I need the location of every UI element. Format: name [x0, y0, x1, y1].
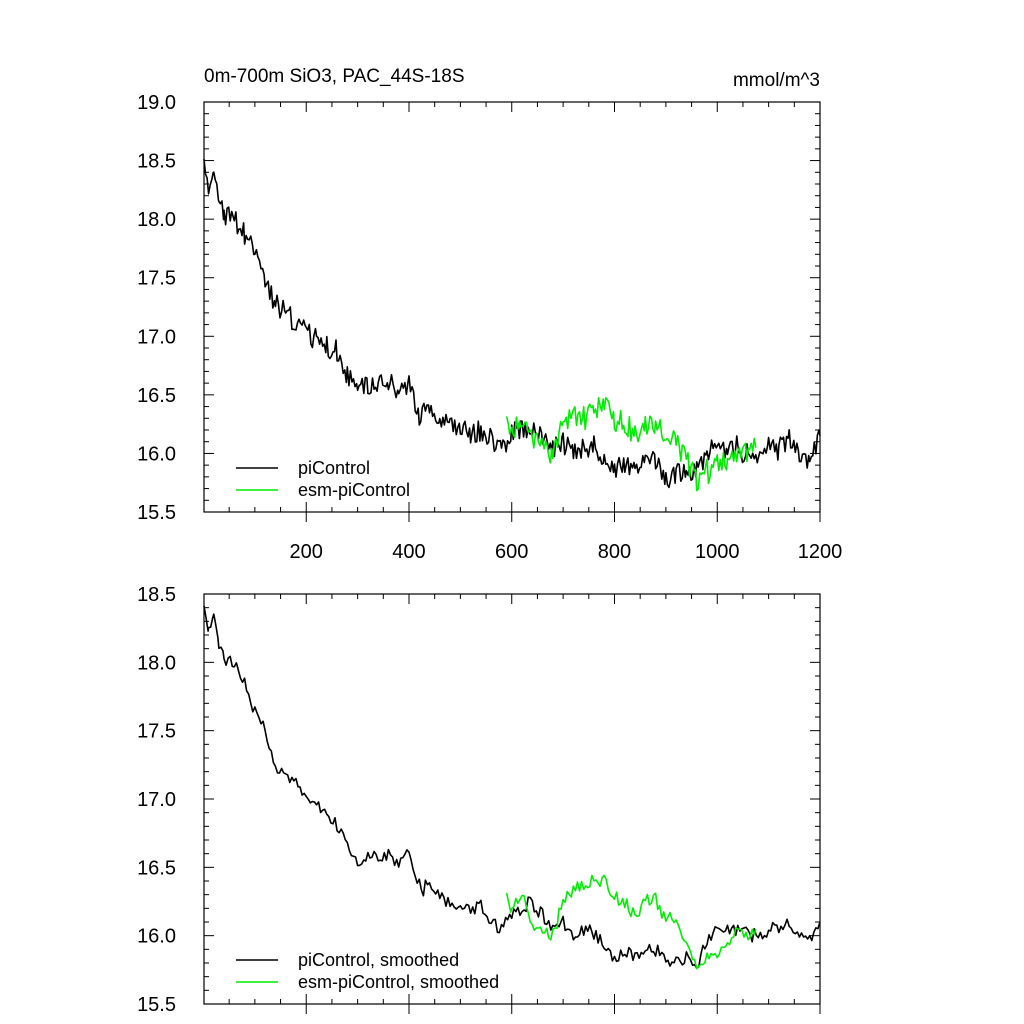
top-series-line-esm-picontrol	[505, 397, 757, 492]
chart-title: 0m-700m SiO3, PAC_44S-18S	[204, 66, 465, 87]
top-plot-panel: 15.5 16.0 16.5 17.0 17.5 18.0 18.5 19.0 200 400 60…	[137, 92, 842, 563]
top-legend-label: piControl	[298, 458, 370, 478]
top-y-tick-label: 18.5	[137, 151, 176, 173]
top-y-tick-label: 18.0	[137, 209, 176, 231]
top-x-tick-label: 1000	[695, 541, 740, 563]
units-label: mmol/m^3	[733, 70, 820, 91]
top-y-tick-label: 19.0	[137, 92, 176, 114]
bottom-y-tick-label: 17.5	[137, 721, 176, 743]
top-y-tick-label: 16.5	[137, 385, 176, 407]
top-series-line-picontrol	[203, 158, 821, 489]
top-y-tick-label: 17.0	[137, 326, 176, 348]
top-x-tick-label: 200	[290, 541, 323, 563]
bottom-y-tick-label: 15.5	[137, 994, 176, 1016]
top-x-tick-label: 600	[495, 541, 528, 563]
top-y-tick-label: 16.0	[137, 443, 176, 465]
bottom-series-line-esm-picontrol-smoothed	[505, 874, 757, 970]
bottom-y-tick-label: 16.0	[137, 926, 176, 948]
top-x-tick-label: 800	[598, 541, 631, 563]
bottom-y-tick-label: 18.5	[137, 584, 176, 606]
bottom-series-line-picontrol-smoothed	[203, 605, 821, 970]
bottom-y-tick-label: 17.0	[137, 789, 176, 811]
bottom-plot-panel: 15.5 16.0 16.5 17.0 17.5 18.0 18.5 piControl, s…	[137, 584, 821, 1016]
bottom-y-tick-label: 16.5	[137, 857, 176, 879]
top-x-tick-label: 400	[392, 541, 425, 563]
bottom-y-tick-label: 18.0	[137, 652, 176, 674]
bottom-legend-label: piControl, smoothed	[298, 950, 459, 970]
top-x-tick-label: 1200	[798, 541, 843, 563]
top-legend-label: esm-piControl	[298, 480, 410, 500]
top-y-tick-label: 17.5	[137, 268, 176, 290]
bottom-legend-label: esm-piControl, smoothed	[298, 972, 499, 992]
top-y-tick-label: 15.5	[137, 502, 176, 524]
